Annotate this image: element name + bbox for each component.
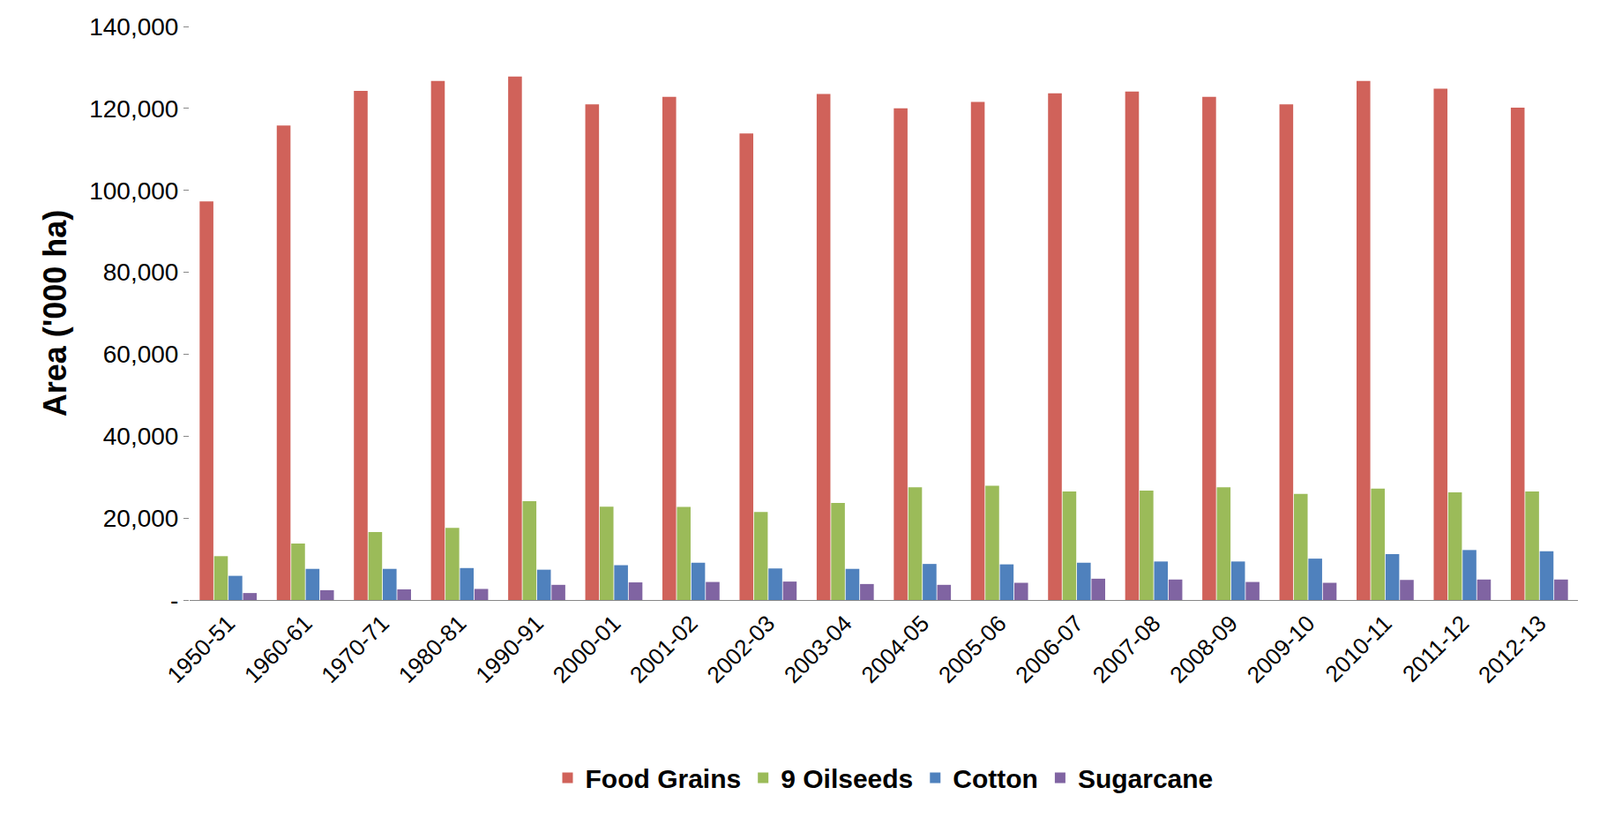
svg-text:2004-05: 2004-05 xyxy=(855,609,935,688)
svg-text:1960-61: 1960-61 xyxy=(239,609,318,688)
svg-text:2009-10: 2009-10 xyxy=(1241,609,1321,688)
svg-text:2005-06: 2005-06 xyxy=(933,609,1012,688)
svg-text:2001-02: 2001-02 xyxy=(624,609,703,688)
svg-text:2008-09: 2008-09 xyxy=(1164,609,1243,688)
svg-text:9 Oilseeds: 9 Oilseeds xyxy=(780,763,913,793)
svg-text:20,000: 20,000 xyxy=(103,504,180,532)
svg-text:120,000: 120,000 xyxy=(89,95,179,123)
svg-text:80,000: 80,000 xyxy=(103,258,180,286)
svg-text:1970-71: 1970-71 xyxy=(315,609,395,688)
svg-text:Food Grains: Food Grains xyxy=(585,763,742,793)
svg-text:2011-12: 2011-12 xyxy=(1397,609,1474,687)
svg-text:2003-04: 2003-04 xyxy=(778,609,858,688)
svg-text:140,000: 140,000 xyxy=(89,13,179,41)
svg-text:1980-81: 1980-81 xyxy=(393,609,472,688)
svg-text:100,000: 100,000 xyxy=(89,177,179,205)
svg-text:2000-01: 2000-01 xyxy=(547,609,627,688)
svg-text:2006-07: 2006-07 xyxy=(1009,609,1089,688)
svg-text:1990-91: 1990-91 xyxy=(470,609,549,688)
svg-text:40,000: 40,000 xyxy=(103,422,180,450)
svg-text:2012-13: 2012-13 xyxy=(1472,609,1552,688)
svg-text:2007-08: 2007-08 xyxy=(1087,609,1167,688)
svg-text:1950-51: 1950-51 xyxy=(161,609,240,688)
svg-text:60,000: 60,000 xyxy=(103,340,180,368)
svg-text:2010-11: 2010-11 xyxy=(1319,609,1397,687)
svg-text:Area ('000 ha): Area ('000 ha) xyxy=(37,209,74,418)
svg-text:-: - xyxy=(170,586,179,614)
svg-text:Cotton: Cotton xyxy=(952,763,1039,793)
svg-text:2002-03: 2002-03 xyxy=(702,609,781,688)
svg-text:Sugarcane: Sugarcane xyxy=(1077,763,1213,793)
